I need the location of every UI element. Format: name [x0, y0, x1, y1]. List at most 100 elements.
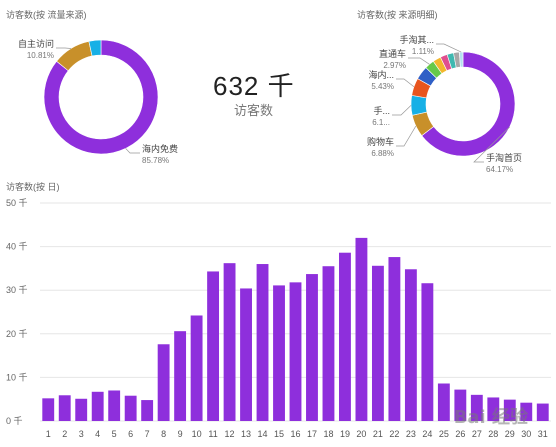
- y-tick-label: 30 千: [6, 285, 28, 295]
- x-tick-label: 13: [241, 429, 251, 439]
- slice-value-label: 6.88%: [371, 149, 394, 158]
- x-tick-label: 10: [192, 429, 202, 439]
- y-tick-label: 40 千: [6, 242, 28, 252]
- bar: [174, 331, 187, 421]
- slice-label: 海内...: [368, 69, 394, 80]
- bar: [339, 252, 351, 421]
- x-tick-label: 17: [307, 429, 317, 439]
- x-tick-label: 25: [439, 429, 449, 439]
- x-tick-label: 31: [538, 429, 548, 439]
- bar: [355, 237, 368, 421]
- x-tick-label: 12: [225, 429, 235, 439]
- bar: [190, 315, 203, 421]
- bar-chart-title: 访客数(按 日): [6, 182, 60, 192]
- bar: [207, 271, 220, 421]
- x-tick-label: 21: [373, 429, 383, 439]
- donut-1-title: 访客数(按 流量来源): [6, 10, 87, 20]
- bar: [421, 283, 434, 421]
- x-tick-label: 27: [472, 429, 482, 439]
- callout-line: [473, 126, 510, 163]
- x-tick-label: 5: [112, 429, 117, 439]
- x-tick-label: 15: [274, 429, 284, 439]
- bar: [306, 274, 318, 421]
- donut-slice: [88, 39, 102, 57]
- bar: [322, 266, 335, 421]
- bar: [470, 394, 483, 421]
- bar: [289, 282, 302, 421]
- slice-value-label: 10.81%: [27, 51, 54, 60]
- y-tick-label: 10 千: [6, 372, 28, 382]
- callout-line: [125, 148, 140, 154]
- kpi-label: 访客数: [234, 103, 274, 118]
- bar: [256, 264, 269, 421]
- x-tick-label: 6: [128, 429, 133, 439]
- bar: [240, 288, 252, 421]
- x-tick-label: 3: [79, 429, 84, 439]
- bar: [141, 400, 154, 421]
- bar: [58, 395, 71, 421]
- bar: [388, 257, 401, 421]
- bar: [42, 398, 55, 421]
- slice-label: 购物车: [367, 136, 394, 147]
- x-tick-label: 30: [521, 429, 531, 439]
- y-tick-label: 0 千: [6, 416, 23, 426]
- bar: [371, 265, 384, 421]
- donut-slice: [43, 39, 159, 155]
- callout-line: [396, 78, 415, 88]
- callout-line: [436, 43, 462, 53]
- slice-value-label: 64.17%: [486, 165, 513, 174]
- slice-value-label: 5.43%: [371, 82, 394, 91]
- slice-label: 手淘首页: [486, 152, 522, 163]
- bar: [108, 390, 121, 421]
- donut-slice: [421, 51, 516, 157]
- bar: [91, 391, 104, 421]
- x-tick-label: 22: [389, 429, 399, 439]
- x-tick-label: 26: [455, 429, 465, 439]
- bar: [503, 399, 516, 421]
- x-tick-label: 7: [145, 429, 150, 439]
- x-tick-label: 28: [488, 429, 498, 439]
- bar: [124, 395, 137, 421]
- x-tick-label: 14: [258, 429, 268, 439]
- callout-line: [56, 47, 72, 49]
- callout-line: [396, 125, 417, 147]
- bar: [454, 389, 467, 421]
- slice-value-label: 1.11%: [412, 47, 434, 56]
- x-tick-label: 16: [290, 429, 300, 439]
- callout-line: [392, 105, 412, 116]
- slice-value-label: 6.1...: [372, 118, 390, 127]
- x-tick-label: 24: [422, 429, 432, 439]
- bar: [437, 383, 450, 421]
- watermark-logo: Bai 经验: [453, 407, 528, 428]
- x-tick-label: 20: [356, 429, 366, 439]
- x-tick-label: 19: [340, 429, 350, 439]
- bar: [404, 269, 417, 421]
- slice-value-label: 85.78%: [142, 156, 169, 165]
- donut-2-title: 访客数(按 来源明细): [357, 10, 438, 20]
- bar: [75, 398, 88, 421]
- bar: [157, 344, 170, 421]
- y-tick-label: 50 千: [6, 198, 28, 208]
- callout-line: [408, 57, 430, 65]
- x-tick-label: 9: [178, 429, 183, 439]
- slice-label: 直通车: [379, 48, 406, 59]
- slice-label: 手...: [373, 105, 390, 116]
- bar: [536, 403, 549, 421]
- x-tick-label: 8: [161, 429, 166, 439]
- x-tick-label: 1: [46, 429, 51, 439]
- x-tick-label: 23: [406, 429, 416, 439]
- x-tick-label: 2: [62, 429, 67, 439]
- bar: [273, 285, 285, 421]
- x-tick-label: 4: [95, 429, 100, 439]
- bar: [223, 263, 236, 421]
- slice-label: 自主访问: [18, 38, 54, 49]
- x-tick-label: 18: [323, 429, 333, 439]
- bar: [487, 397, 500, 421]
- slice-label: 海内免费: [142, 143, 178, 154]
- slice-label: 手淘其...: [399, 34, 434, 45]
- x-tick-label: 11: [208, 429, 217, 439]
- slice-value-label: 2.97%: [383, 61, 406, 70]
